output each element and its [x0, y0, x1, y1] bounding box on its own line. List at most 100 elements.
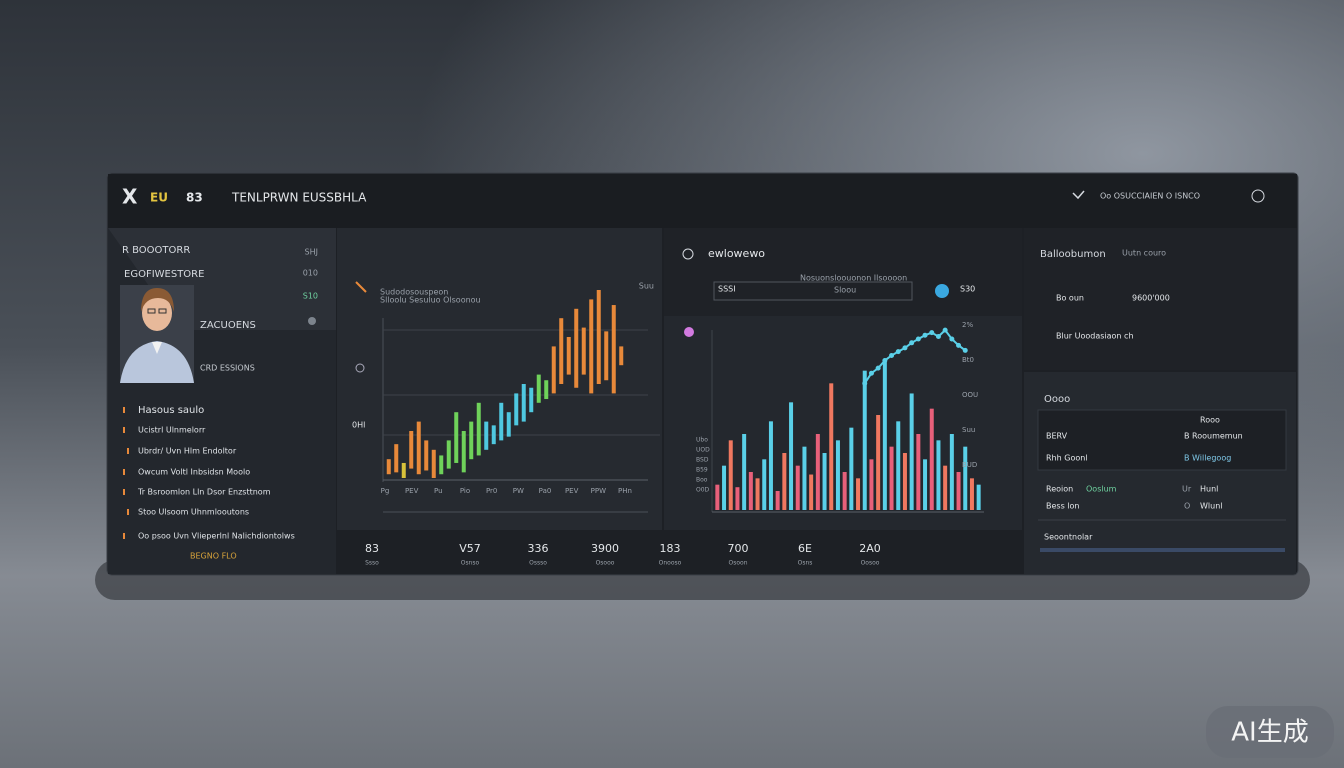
candle: [446, 440, 451, 469]
table-cell: BERV: [1046, 432, 1068, 441]
candle: [574, 308, 579, 388]
corner-label: Suu: [639, 282, 654, 291]
line-point: [915, 336, 921, 342]
bar: [889, 446, 894, 510]
chart-title: ewlowewo: [708, 247, 765, 260]
candle: [619, 346, 624, 366]
check-icon[interactable]: [1072, 190, 1085, 200]
icon[interactable]: [308, 317, 316, 325]
candle: [476, 402, 481, 456]
bullet: [127, 448, 129, 454]
bar: [755, 478, 760, 510]
y-label: 0Hl: [352, 421, 365, 430]
bar: [829, 383, 834, 510]
bullet: [123, 469, 125, 475]
bar: [735, 487, 740, 510]
menu-item[interactable]: Ubrdr/ Uvn Hlm Endoltor: [138, 447, 237, 456]
menu-item[interactable]: Ucistrl Ulnmelorr: [138, 426, 206, 435]
table-cell: B Rooumemun: [1184, 432, 1243, 441]
sidebar-label: R BOOOTORR: [122, 245, 190, 256]
stat-label: Osooo: [596, 560, 615, 567]
candle: [581, 327, 586, 375]
stat-label: Ossso: [529, 560, 547, 567]
stat-label: Osnso: [461, 560, 480, 567]
icon[interactable]: [682, 248, 694, 260]
sidebar-label: EGOFIWESTORE: [124, 269, 204, 280]
bar: [809, 474, 814, 510]
candle: [611, 305, 616, 394]
x-tick-label: Boo: [696, 477, 708, 484]
trend-icon: [355, 281, 367, 293]
bar: [849, 427, 854, 510]
line-point: [956, 342, 962, 348]
stat-value: 83: [365, 542, 379, 555]
stat-label: Osoon: [729, 560, 748, 567]
x-tick-label: UOD: [696, 447, 710, 454]
x-tick-label: PW: [513, 487, 524, 495]
bar: [802, 446, 807, 510]
candle: [394, 444, 399, 473]
right-panel: [1024, 228, 1296, 370]
menu-item[interactable]: Tr Bsroomlon Lln Dsor Enzsttnom: [137, 488, 271, 497]
bullet: [123, 533, 125, 539]
line-point: [868, 370, 874, 376]
candle: [401, 462, 406, 478]
side-label: Suu: [962, 426, 975, 434]
x-tick-label: Pg: [381, 487, 390, 495]
line-point: [929, 330, 935, 336]
line-point: [882, 358, 888, 364]
menu-item[interactable]: Stoo Ulsoom Uhnmlooutons: [138, 508, 249, 517]
logo[interactable]: X: [122, 185, 138, 209]
candle: [409, 431, 414, 469]
bar: [949, 434, 954, 510]
menu-item[interactable]: Hasous saulo: [138, 405, 204, 416]
x-tick-label: Pio: [460, 487, 470, 495]
icon[interactable]: [355, 363, 365, 373]
x-tick-label: Ubo: [696, 437, 708, 444]
avatar: [120, 285, 194, 383]
bullet: [123, 407, 125, 413]
bar: [795, 465, 800, 510]
line-point: [922, 332, 928, 338]
section-title: Oooo: [1044, 394, 1070, 405]
bar: [822, 453, 827, 510]
stat-value: 3900: [591, 542, 619, 555]
bar: [963, 446, 968, 510]
bar: [969, 478, 974, 510]
chart-subtitle: Sudodosouspeon: [380, 288, 448, 297]
x-tick-label: PEV: [565, 487, 579, 495]
field[interactable]: [713, 281, 913, 301]
app-title: TENLPRWN EUSSBHLA: [231, 191, 367, 205]
x-tick-label: BSD: [696, 457, 709, 464]
bar: [789, 402, 794, 510]
line-point: [889, 352, 895, 358]
bar: [835, 440, 840, 510]
x-tick-label: Pr0: [486, 487, 497, 495]
candle: [589, 299, 594, 394]
bar: [929, 408, 934, 510]
table-header: Rooo: [1200, 416, 1220, 425]
candle: [454, 412, 459, 463]
settings-icon[interactable]: [1251, 189, 1265, 203]
x-tick-label: PHn: [618, 487, 632, 495]
bullet: [123, 427, 125, 433]
candle: [596, 290, 601, 384]
profile-role: CRD ESSIONS: [200, 364, 255, 373]
bar: [956, 472, 961, 510]
list-cell: Wlunl: [1200, 502, 1223, 511]
right-panel: [1024, 372, 1296, 574]
menu-item[interactable]: Oo psoo Uvn Vlieperlnl Nalichdiontolws: [138, 532, 295, 541]
candle: [491, 425, 496, 445]
line-point: [962, 347, 968, 353]
field-note: Sloou: [834, 286, 856, 295]
side-label: 2%: [962, 321, 973, 329]
stat-label: Oosoo: [861, 560, 880, 567]
menu-item[interactable]: Owcum Voltl Inbsidsn Moolo: [138, 468, 250, 477]
chart-head: [664, 228, 1022, 316]
candle: [431, 449, 436, 478]
sidebar-value: SHJ: [305, 248, 318, 257]
bar: [916, 434, 921, 510]
stat-label: Ssso: [365, 560, 379, 567]
